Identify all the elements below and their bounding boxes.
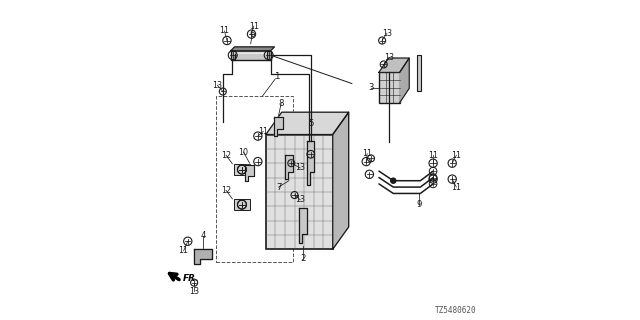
Polygon shape [333,112,349,249]
Polygon shape [285,155,293,179]
Text: 8: 8 [278,99,284,108]
Text: 10: 10 [239,148,248,156]
Bar [231,51,235,60]
Bar [234,199,250,210]
Text: 9: 9 [416,200,422,209]
Polygon shape [399,58,409,103]
Bar [231,51,271,60]
Bar [267,51,271,60]
Text: 5: 5 [308,119,314,128]
Text: 11: 11 [220,27,229,36]
Text: 11: 11 [451,151,461,160]
Text: FR.: FR. [182,274,199,283]
Bar [266,134,333,249]
Bar [379,72,399,103]
Text: 4: 4 [200,231,205,240]
Text: 7: 7 [276,183,282,192]
Bar [234,164,250,175]
Text: 13: 13 [385,53,394,62]
Text: 11: 11 [259,127,268,136]
Polygon shape [307,141,314,186]
Polygon shape [194,249,212,264]
Text: 6: 6 [250,30,255,39]
Polygon shape [300,208,307,243]
Text: 13: 13 [189,287,199,296]
Text: 13: 13 [295,195,305,204]
Text: 11: 11 [428,151,438,160]
Polygon shape [266,112,349,134]
Text: 12: 12 [221,186,231,195]
Bar [216,96,293,262]
Text: 12: 12 [221,151,231,160]
Polygon shape [245,165,254,181]
Text: 2: 2 [301,254,306,263]
Text: 11: 11 [451,183,461,192]
Polygon shape [274,117,284,136]
Text: 11: 11 [362,149,372,158]
Text: 11: 11 [249,22,259,31]
Bar [417,55,421,92]
Text: TZ5480620: TZ5480620 [435,306,476,315]
Polygon shape [379,58,409,72]
Text: 13: 13 [382,29,392,38]
Polygon shape [231,47,275,51]
Text: 3: 3 [368,83,374,92]
Text: 13: 13 [212,81,223,90]
Text: 11: 11 [179,246,189,255]
Text: 1: 1 [274,72,280,81]
Text: 13: 13 [295,164,305,172]
Circle shape [391,178,396,183]
